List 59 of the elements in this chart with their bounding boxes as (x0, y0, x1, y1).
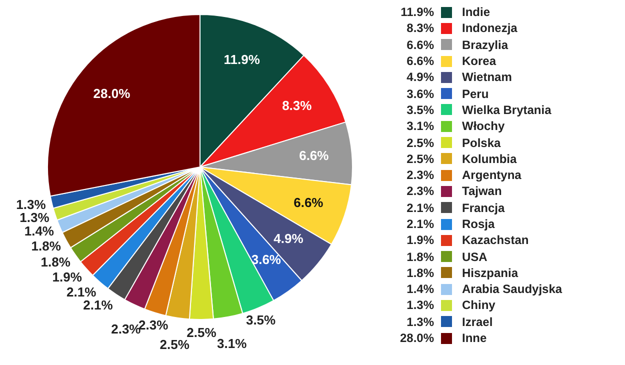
text: 6.6% (406, 54, 434, 68)
data-label: 28.0% (93, 86, 131, 101)
data-label: 6.6% (294, 195, 324, 210)
legend-label: Rosja (462, 217, 495, 231)
text: 2.1% (406, 200, 434, 215)
legend-label: Wietnam (462, 70, 512, 84)
data-label: 2.1% (83, 298, 114, 313)
data-label: 4.9% (274, 231, 304, 246)
text: 2.3% (406, 168, 434, 182)
text: 3.5% (406, 102, 434, 117)
legend-label: Polska (462, 136, 501, 150)
data-label: 8.3% (282, 98, 312, 113)
legend-label: Korea (462, 54, 496, 68)
legend-label: Peru (462, 86, 489, 101)
text: 3.6% (406, 86, 434, 101)
text: 1.8% (406, 250, 434, 264)
legend-label: Tajwan (462, 184, 502, 198)
legend-label: Brazylia (462, 38, 508, 52)
data-label: 2.1% (66, 284, 97, 300)
legend-label: Włochy (462, 119, 505, 134)
legend-label: Indonezja (462, 21, 518, 36)
legend-label: Kolumbia (462, 152, 517, 166)
data-label: 6.6% (299, 148, 330, 164)
data-label: 1.8% (31, 238, 62, 254)
data-label: 3.6% (251, 252, 282, 267)
text: 3.1% (406, 119, 434, 134)
text: 11.9% (400, 5, 434, 20)
text: 4.9% (406, 70, 434, 84)
data-label: 11.9% (224, 52, 260, 68)
data-label: 1.3% (16, 197, 46, 212)
legend-label: Argentyna (462, 168, 522, 182)
legend-label: Arabia Saudyjska (462, 282, 562, 296)
text: 8.3% (406, 21, 434, 36)
data-label: 1.4% (24, 223, 54, 238)
legend-label: Chiny (462, 298, 496, 312)
text: 2.3% (406, 184, 434, 198)
legend-label: Hiszpania (462, 266, 518, 280)
text: 28.0% (400, 331, 434, 346)
text: 2.1% (406, 217, 434, 231)
text: 1.3% (406, 314, 434, 329)
legend-label: USA (462, 250, 488, 264)
legend-label: Wielka Brytania (462, 102, 552, 117)
legend-label: Inne (462, 331, 487, 346)
data-label: 1.3% (20, 210, 50, 226)
text: 1.3% (406, 298, 434, 312)
data-label: 1.8% (40, 254, 71, 270)
text: 6.6% (406, 38, 434, 52)
data-label: 1.9% (52, 270, 82, 285)
legend-label: Kazachstan (462, 233, 529, 248)
text: 1.9% (406, 233, 434, 248)
legend-label: Izrael (462, 314, 493, 329)
text: 1.8% (406, 266, 434, 280)
text: 1.4% (406, 282, 434, 296)
data-label: 3.1% (217, 336, 248, 351)
text: 2.5% (406, 152, 434, 166)
text: 2.5% (406, 136, 434, 150)
legend-label: Indie (462, 5, 490, 20)
data-label: 3.5% (246, 312, 276, 328)
legend-label: Francja (462, 200, 505, 215)
